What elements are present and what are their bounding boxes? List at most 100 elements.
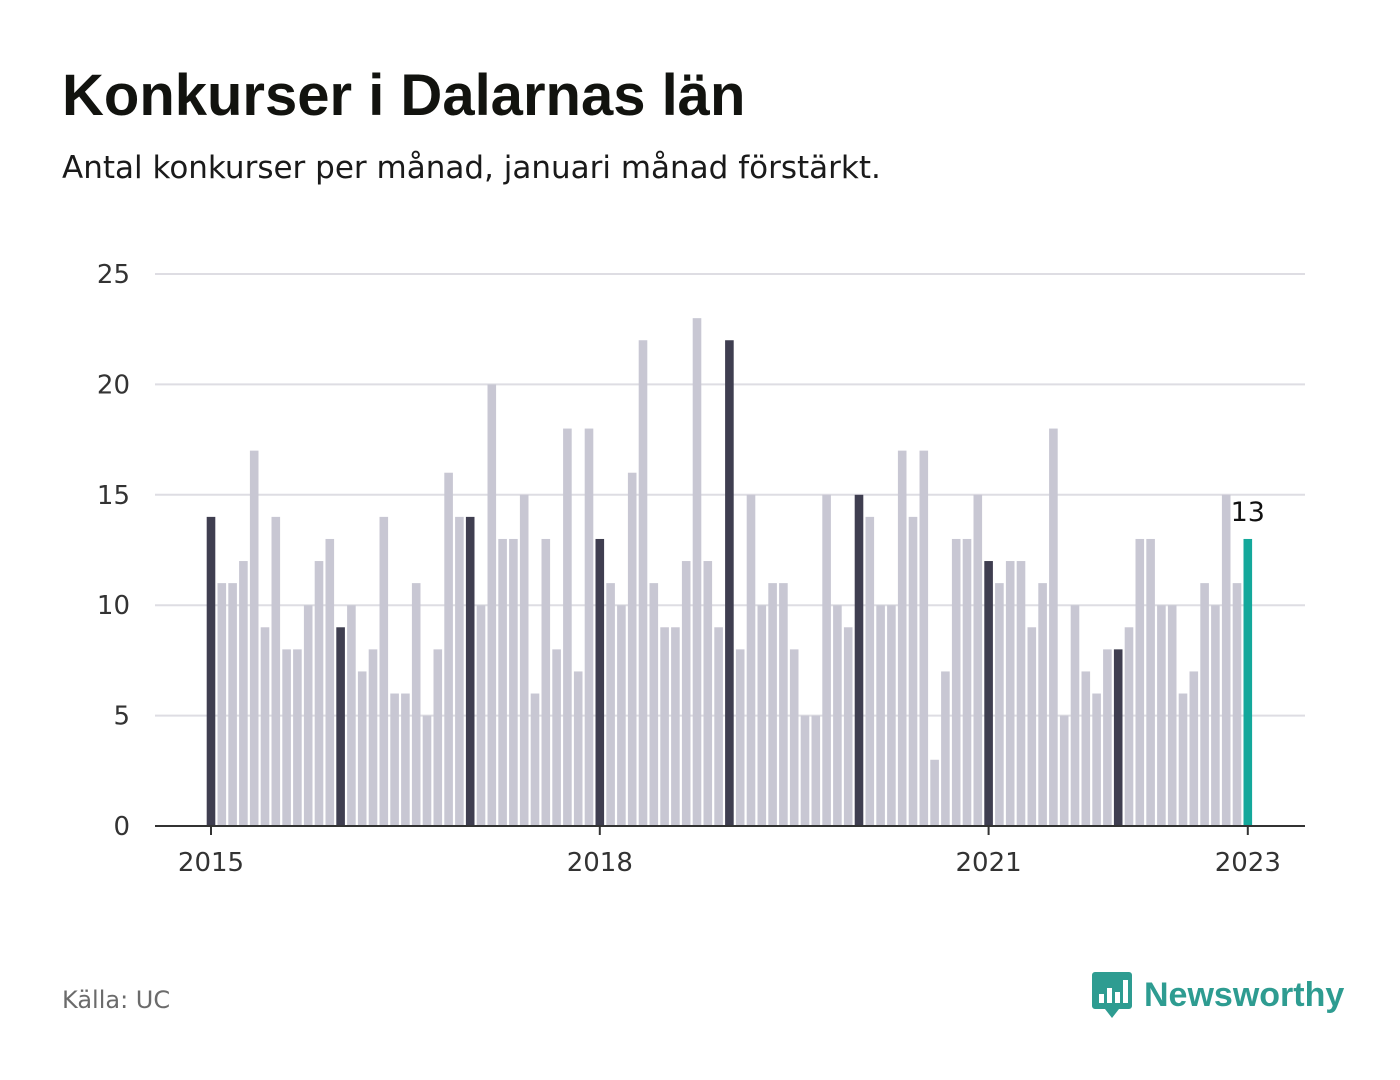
x-tick-label: 2015 bbox=[178, 848, 244, 878]
bar bbox=[444, 472, 453, 826]
bar bbox=[260, 627, 270, 826]
bar bbox=[951, 538, 961, 826]
bar bbox=[1211, 605, 1220, 826]
bar bbox=[757, 605, 767, 826]
bar bbox=[833, 605, 842, 826]
bar bbox=[897, 450, 907, 826]
bar bbox=[1092, 693, 1101, 826]
bar bbox=[563, 428, 572, 826]
bar bbox=[1081, 671, 1091, 826]
bar bbox=[887, 605, 896, 826]
x-axis: 2015 2018 2021 2023 bbox=[155, 825, 1305, 878]
bar bbox=[498, 538, 507, 826]
bar bbox=[487, 384, 497, 826]
bar bbox=[509, 538, 518, 826]
bar bbox=[390, 693, 399, 826]
bar bbox=[843, 627, 853, 826]
bar bbox=[1146, 538, 1155, 826]
x-tick-label: 2023 bbox=[1215, 848, 1281, 878]
bar bbox=[455, 516, 464, 826]
bar bbox=[1027, 627, 1037, 826]
bar bbox=[595, 538, 605, 826]
bar bbox=[995, 583, 1004, 826]
bar bbox=[271, 516, 281, 826]
y-tick-label: 15 bbox=[97, 481, 130, 511]
y-tick-label: 10 bbox=[97, 591, 130, 621]
newsworthy-logo-icon bbox=[1092, 972, 1132, 1018]
bar bbox=[1157, 605, 1166, 826]
bar bbox=[800, 715, 810, 826]
bar bbox=[541, 538, 551, 826]
bar bbox=[811, 715, 821, 826]
bar bbox=[476, 605, 486, 826]
bar bbox=[465, 516, 475, 826]
bar bbox=[1016, 561, 1026, 826]
bar bbox=[303, 605, 313, 826]
bar bbox=[1243, 538, 1253, 826]
bar bbox=[1059, 715, 1069, 826]
y-tick-label: 5 bbox=[113, 702, 130, 732]
bar bbox=[206, 516, 216, 826]
y-axis-labels: 0 5 10 15 20 25 bbox=[97, 260, 130, 842]
bar bbox=[325, 538, 335, 826]
bar bbox=[1221, 494, 1231, 826]
bar bbox=[660, 627, 669, 826]
chart-subtitle: Antal konkurser per månad, januari månad… bbox=[62, 150, 881, 186]
bar bbox=[789, 649, 799, 826]
bar bbox=[1135, 538, 1145, 826]
bar bbox=[433, 649, 443, 826]
brand-name: Newsworthy bbox=[1144, 975, 1345, 1014]
brand-logo: Newsworthy bbox=[1092, 970, 1344, 1020]
bar bbox=[692, 318, 702, 826]
bar bbox=[779, 583, 788, 826]
bar bbox=[1070, 605, 1080, 826]
bar bbox=[865, 516, 875, 826]
bar bbox=[638, 340, 648, 826]
bar bbox=[347, 605, 356, 826]
bar bbox=[930, 759, 939, 826]
bar bbox=[282, 649, 291, 826]
bar bbox=[617, 605, 626, 826]
bar bbox=[249, 450, 259, 826]
bar bbox=[1113, 649, 1123, 826]
source-note: Källa: UC bbox=[62, 986, 171, 1014]
bar bbox=[401, 693, 410, 826]
bar bbox=[1232, 583, 1242, 826]
y-tick-label: 0 bbox=[113, 812, 130, 842]
bar-chart: 0 5 10 15 20 25 2015 2018 2021 2023 13 bbox=[97, 260, 1305, 878]
bar bbox=[703, 561, 713, 826]
bar bbox=[314, 561, 324, 826]
data-label: 13 bbox=[1231, 497, 1265, 528]
bar bbox=[1124, 627, 1134, 826]
bar bbox=[735, 649, 745, 826]
bar bbox=[822, 494, 831, 826]
bar bbox=[725, 340, 734, 826]
bar bbox=[973, 494, 983, 826]
bar bbox=[239, 561, 248, 826]
bar bbox=[293, 649, 302, 826]
bar bbox=[714, 627, 723, 826]
bar bbox=[411, 583, 421, 826]
bar bbox=[584, 428, 594, 826]
chart-title: Konkurser i Dalarnas län bbox=[62, 63, 746, 128]
bar bbox=[606, 583, 615, 826]
bar bbox=[1005, 561, 1015, 826]
bar bbox=[908, 516, 918, 826]
bar bbox=[746, 494, 756, 826]
x-tick-label: 2018 bbox=[567, 848, 633, 878]
bar bbox=[876, 605, 885, 826]
bar bbox=[379, 516, 389, 826]
bar bbox=[228, 583, 237, 826]
bar bbox=[854, 494, 864, 826]
bar bbox=[1038, 583, 1047, 826]
bar bbox=[422, 715, 432, 826]
bar bbox=[357, 671, 367, 826]
bar bbox=[1167, 605, 1177, 826]
bar bbox=[627, 472, 637, 826]
bar bbox=[962, 538, 972, 826]
bar bbox=[217, 583, 227, 826]
bar bbox=[919, 450, 929, 826]
y-tick-label: 25 bbox=[97, 260, 130, 290]
x-tick-label: 2021 bbox=[956, 848, 1022, 878]
bar bbox=[368, 649, 378, 826]
